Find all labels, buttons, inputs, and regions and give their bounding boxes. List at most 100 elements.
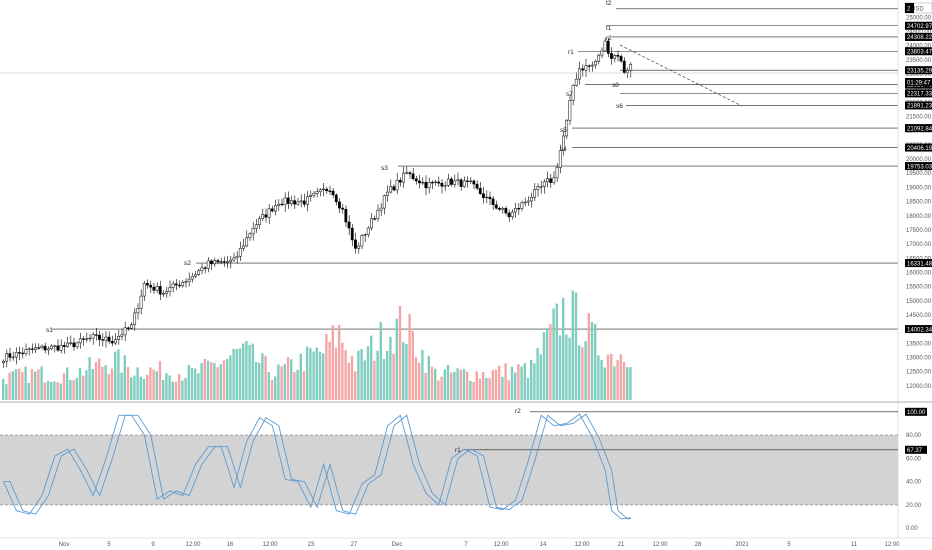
volume-bar <box>104 365 107 400</box>
time-tick-label: 12:00 <box>652 542 668 548</box>
candle-body <box>18 352 21 354</box>
volume-bar <box>75 378 78 400</box>
candle-body <box>405 172 409 174</box>
candle-body <box>104 336 108 341</box>
candle-body <box>392 186 396 191</box>
candle-body <box>328 190 332 192</box>
volume-bar <box>274 376 277 400</box>
volume-bar <box>2 379 5 400</box>
volume-bar <box>450 372 453 400</box>
candle-body <box>309 194 313 197</box>
volume-bar <box>475 371 478 400</box>
candle-body <box>14 352 18 358</box>
volume-bar <box>133 375 136 400</box>
candle-body <box>472 180 476 185</box>
time-tick-label: 23 <box>308 542 315 548</box>
volume-bar <box>517 364 520 400</box>
time-tick-label: 28 <box>695 542 702 548</box>
volume-bar <box>40 366 43 400</box>
osc-tag: r2 <box>515 408 521 415</box>
volume-bar <box>382 359 386 400</box>
candle-body <box>587 65 591 67</box>
candle-body <box>296 201 300 205</box>
volume-bar <box>418 362 421 400</box>
volume-bar <box>494 369 498 400</box>
candle-body <box>488 196 492 200</box>
candle-body <box>290 200 293 204</box>
level-badge-label: 24702.97 <box>907 24 932 30</box>
volume-bar <box>587 313 590 400</box>
candle-body <box>498 208 501 210</box>
candle-body <box>469 180 473 182</box>
candle-body <box>533 189 537 198</box>
candle-body <box>286 197 290 204</box>
candle-body <box>629 64 633 71</box>
volume-bar <box>568 337 571 400</box>
volume-bar <box>296 369 299 400</box>
volume-bar <box>357 350 360 400</box>
price-tick-label: 19000.00 <box>906 185 932 191</box>
candle-body <box>386 191 389 196</box>
volume-bar <box>181 380 184 400</box>
oscillator-badges: 100.00 67.37 <box>905 407 927 454</box>
volume-bar <box>549 324 552 400</box>
candle-body <box>152 286 156 291</box>
volume-bar <box>546 328 549 400</box>
candle-body <box>350 227 354 241</box>
volume-bar <box>427 355 430 400</box>
candle-body <box>341 207 345 210</box>
volume-bar <box>616 360 619 400</box>
candle-body <box>251 228 255 235</box>
candle-body <box>459 179 463 187</box>
candle-body <box>126 327 130 329</box>
candles <box>2 37 633 368</box>
price-tag: s5 <box>560 127 567 134</box>
candle-body <box>504 207 508 214</box>
volume-bar <box>306 346 309 400</box>
volume-bar <box>165 373 168 400</box>
level-badge <box>905 325 932 334</box>
volume-bar <box>8 372 11 400</box>
volume-bar <box>56 382 59 400</box>
time-tick-label: 11 <box>851 542 858 548</box>
candle-body <box>155 286 159 291</box>
osc-level-badge <box>905 407 927 416</box>
volume-bar <box>126 367 130 400</box>
candle-body <box>520 202 524 209</box>
top-level-badge: 2 <box>905 3 914 13</box>
time-tick-label: 12:00 <box>884 542 900 548</box>
candle-body <box>107 336 111 342</box>
level-badge-label: 19753.03 <box>907 164 932 170</box>
volume-bar <box>350 355 354 400</box>
price-tick-label: 18000.00 <box>906 214 932 220</box>
price-pane[interactable]: s1 s2 s3 s4 s5 s6 s7 s8 r1 r2 t1 t2 <box>0 0 898 400</box>
volume-bar <box>78 367 82 400</box>
candle-body <box>395 179 399 191</box>
volume-bar <box>232 348 235 400</box>
volume-bar <box>622 361 626 400</box>
oscillator-ticks: 80.00 60.00 40.00 20.00 0.00 <box>906 433 922 532</box>
candle-body <box>139 295 143 309</box>
time-axis[interactable]: Nov 5 9 12:00 16 12:00 23 27 Dec 7 12:00 14 12:00 21 1… <box>0 537 932 548</box>
candle-body <box>379 207 383 211</box>
volume-bar <box>46 380 50 400</box>
candle-body <box>453 180 457 185</box>
volume-bar <box>88 357 91 400</box>
candle-body <box>50 345 53 350</box>
volume-bar <box>152 369 155 400</box>
candle-body <box>450 178 453 185</box>
volume-bar <box>552 308 555 400</box>
volume-bar <box>619 354 622 400</box>
volume-bar <box>146 374 149 400</box>
volume-bar <box>366 346 370 400</box>
candle-body <box>174 283 178 286</box>
level-badge-label: 16331.48 <box>907 261 932 267</box>
candle-body <box>334 194 338 203</box>
candle-body <box>568 100 572 121</box>
volume-bar <box>440 376 443 400</box>
volume-bar <box>446 364 450 400</box>
candle-body <box>526 200 530 203</box>
price-tag: r1 <box>568 49 574 56</box>
volume-bar <box>229 355 232 400</box>
